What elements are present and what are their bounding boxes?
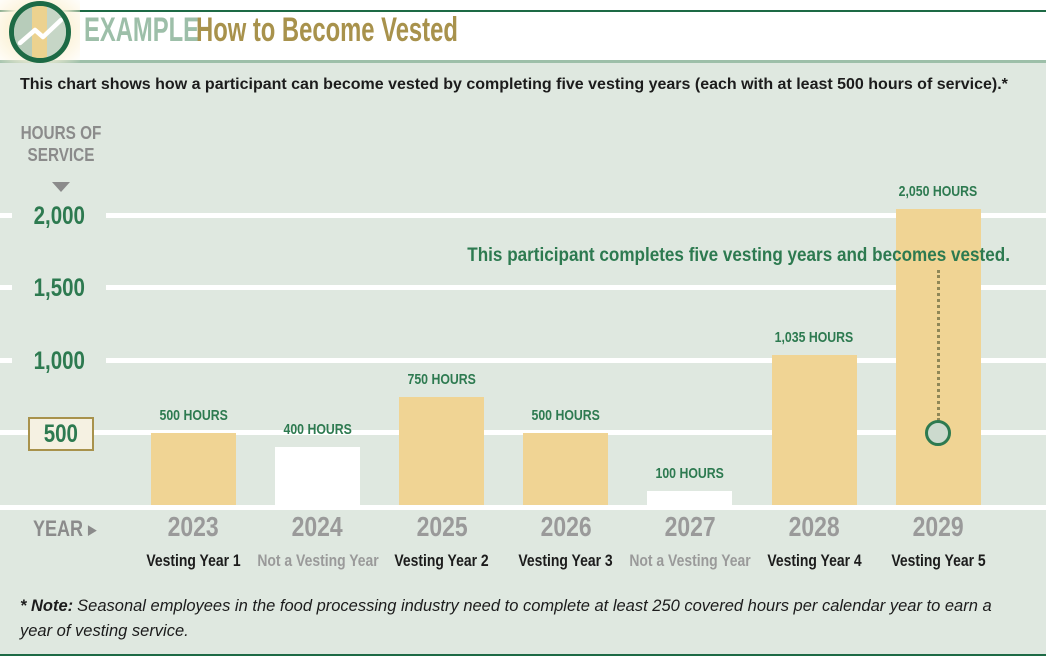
year-label-2027-text: 2027 — [664, 511, 716, 542]
bar-value-label-2026-text: 500 HOURS — [531, 407, 600, 424]
bar-value-label-2023-text: 500 HOURS — [159, 407, 228, 424]
bar-2028 — [771, 355, 857, 505]
chart-logo-icon — [0, 0, 80, 63]
year-label-2028-text: 2028 — [788, 511, 840, 542]
y-tick-label-2000-text: 2,000 — [33, 201, 85, 230]
year-label-2023: 2023 — [124, 511, 264, 543]
bar-value-label-2029: 2,050 HOURS — [868, 183, 1008, 200]
year-sublabel-2026: Vesting Year 3 — [481, 551, 651, 571]
x-axis-baseline — [0, 505, 1046, 510]
example-badge: EXAMPLE — [84, 11, 200, 49]
y-tick-label-1500-text: 1,500 — [33, 273, 85, 302]
year-label-2028: 2028 — [744, 511, 884, 543]
y-axis-down-arrow-icon — [52, 182, 70, 192]
bar-value-label-2028: 1,035 HOURS — [744, 329, 884, 346]
header: EXAMPLE How to Become Vested — [0, 0, 1046, 63]
year-label-2024: 2024 — [248, 511, 388, 543]
bar-value-label-2027-text: 100 HOURS — [655, 465, 725, 482]
footnote-label: * Note: — [20, 597, 74, 615]
bar-value-label-2027: 100 HOURS — [620, 465, 760, 482]
gridline-1500 — [0, 285, 1046, 290]
year-label-2029: 2029 — [868, 511, 1008, 543]
footnote-text: Seasonal employees in the food processin… — [20, 597, 992, 640]
top-divider-line — [0, 10, 1046, 12]
bar-value-label-2023: 500 HOURS — [124, 407, 264, 424]
y-tick-label-2000: 2,000 — [12, 199, 106, 233]
vested-annotation: This participant completes five vesting … — [467, 245, 1010, 266]
vested-500-hour-marker-icon — [925, 420, 952, 446]
gridline-2000 — [0, 213, 1046, 218]
page-title: How to Become Vested — [196, 11, 458, 49]
y-axis-title: HOURS OF SERVICE — [20, 123, 102, 165]
year-label-2023-text: 2023 — [167, 511, 220, 542]
bar-2024 — [275, 447, 361, 505]
year-label-2026: 2026 — [496, 511, 636, 543]
year-sublabel-2028-text: Vesting Year 4 — [766, 551, 862, 570]
year-sublabel-2025: Vesting Year 2 — [357, 551, 527, 571]
bar-value-label-2029-text: 2,050 HOURS — [898, 183, 978, 200]
bar-value-label-2025-text: 750 HOURS — [407, 371, 476, 388]
bar-2027 — [647, 491, 733, 505]
year-sublabel-2023: Vesting Year 1 — [109, 551, 279, 571]
gridline-500 — [0, 430, 1046, 435]
bar-2026 — [523, 433, 609, 505]
year-sublabel-2029-text: Vesting Year 5 — [890, 551, 986, 570]
year-sublabel-2024-text: Not a Vesting Year — [256, 551, 379, 570]
y-tick-label-1500: 1,500 — [12, 271, 106, 305]
year-label-2029-text: 2029 — [912, 511, 964, 542]
chart-description: This chart shows how a participant can b… — [20, 76, 1008, 93]
chart-area: This chart shows how a participant can b… — [0, 63, 1046, 656]
bar-2023 — [151, 433, 236, 505]
year-arrow-icon: ▶ — [88, 522, 97, 537]
bar-value-label-2024-text: 400 HOURS — [283, 421, 352, 438]
year-label-2025: 2025 — [372, 511, 512, 543]
year-sublabel-2029: Vesting Year 5 — [853, 551, 1023, 571]
y-tick-label-500-text: 500 — [43, 419, 79, 448]
gridline-1000 — [0, 358, 1046, 363]
footnote: * Note: Seasonal employees in the food pr… — [20, 594, 1028, 644]
year-sublabel-2025-text: Vesting Year 2 — [394, 551, 489, 570]
line-chart-icon — [9, 1, 71, 63]
bar-value-label-2024: 400 HOURS — [248, 421, 388, 438]
y-tick-label-1000: 1,000 — [12, 344, 106, 378]
year-sublabel-2026-text: Vesting Year 3 — [518, 551, 613, 570]
header-divider-line — [0, 60, 1046, 63]
x-axis-title: YEAR ▶ — [32, 516, 97, 541]
year-label-2024-text: 2024 — [292, 511, 344, 542]
year-label-2025-text: 2025 — [416, 511, 468, 542]
year-label-2027: 2027 — [620, 511, 760, 543]
bar-2025 — [399, 397, 485, 505]
bar-value-label-2026: 500 HOURS — [496, 407, 636, 424]
bar-value-label-2028-text: 1,035 HOURS — [774, 329, 854, 346]
bar-value-label-2025: 750 HOURS — [372, 371, 512, 388]
y-tick-label-1000-text: 1,000 — [33, 346, 85, 375]
year-sublabel-2028: Vesting Year 4 — [729, 551, 899, 571]
bottom-divider-line — [0, 654, 1046, 656]
year-sublabel-2027: Not a Vesting Year — [605, 551, 775, 571]
vested-marker-dotted-line — [936, 270, 940, 421]
year-sublabel-2023-text: Vesting Year 1 — [146, 551, 241, 570]
year-sublabel-2024: Not a Vesting Year — [233, 551, 403, 571]
year-sublabel-2027-text: Not a Vesting Year — [629, 551, 751, 570]
y-tick-label-500: 500 — [28, 417, 94, 451]
trend-line-glyph — [17, 17, 64, 46]
year-label-2026-text: 2026 — [540, 511, 592, 542]
